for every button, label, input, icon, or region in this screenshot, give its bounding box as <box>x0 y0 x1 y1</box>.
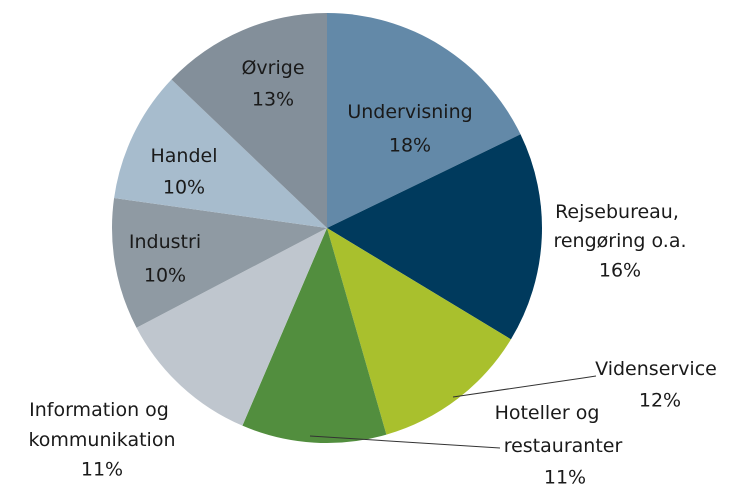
label-line: Rejsebureau, <box>555 201 685 223</box>
slice <box>327 228 511 435</box>
value-label: 18% <box>389 135 431 157</box>
label-line: kommunikation <box>28 429 175 451</box>
label-line: rengøring o.a. <box>553 230 686 252</box>
slice-label: Undervisning <box>347 101 472 123</box>
value-label: 12% <box>639 390 681 412</box>
slice-label: Rejsebureau, rengøring o.a. <box>553 201 686 252</box>
value-label: 10% <box>144 265 186 287</box>
label-line: restauranter <box>504 435 623 457</box>
slice <box>242 228 387 443</box>
slice <box>327 13 521 228</box>
slice <box>114 79 327 228</box>
labels: Undervisning 18% Rejsebureau, rengøring o.… <box>28 57 716 489</box>
label-line: Industri <box>129 231 201 253</box>
pie <box>112 13 542 443</box>
label-line: Handel <box>150 145 217 167</box>
label-line: Undervisning <box>347 101 472 123</box>
label-line: Information og <box>29 399 175 421</box>
value-label: 11% <box>544 467 586 489</box>
leader-line <box>309 435 501 449</box>
slice-label: Information og kommunikation <box>28 399 175 451</box>
value-label: 13% <box>252 89 294 111</box>
slice <box>112 198 328 328</box>
label-line: Hoteller og <box>495 402 606 424</box>
value-label: 16% <box>599 260 641 282</box>
label-line: Øvrige <box>241 57 304 79</box>
slice-label: Hoteller og restauranter <box>495 402 623 457</box>
slice <box>171 13 327 228</box>
leader-line <box>452 375 597 398</box>
slice <box>327 134 542 340</box>
value-label: 10% <box>163 177 205 199</box>
value-label: 11% <box>81 459 123 481</box>
slice-label: Øvrige <box>241 57 304 79</box>
label-line: Videnservice <box>595 358 717 380</box>
slice-label: Industri <box>129 231 201 253</box>
slice-label: Videnservice <box>595 358 717 380</box>
slice-label: Handel <box>150 145 217 167</box>
slice <box>136 228 327 426</box>
